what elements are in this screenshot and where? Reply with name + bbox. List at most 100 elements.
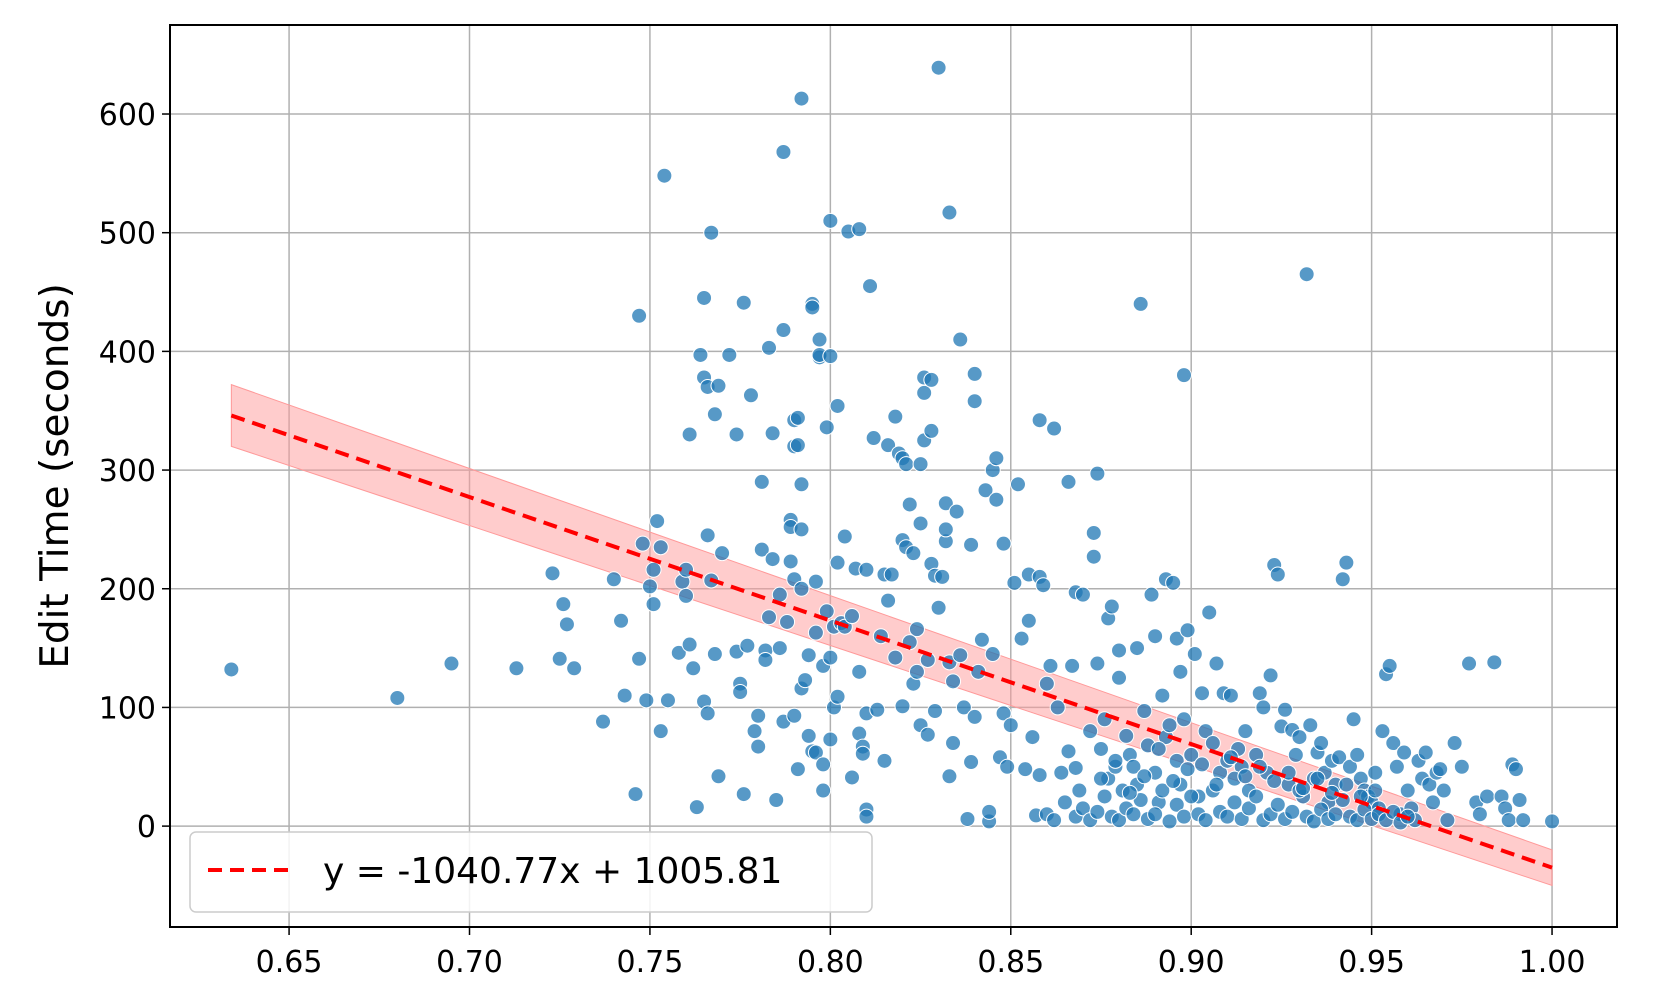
data-point — [912, 456, 929, 473]
data-point — [1309, 770, 1326, 787]
data-point — [681, 426, 698, 443]
data-point — [1165, 773, 1182, 790]
data-point — [641, 578, 658, 595]
data-point — [1172, 663, 1189, 680]
data-point — [764, 551, 781, 568]
data-point — [880, 592, 897, 609]
legend-frame — [189, 831, 873, 913]
data-point — [1219, 808, 1236, 825]
data-point — [1269, 566, 1286, 583]
data-point — [1053, 764, 1070, 781]
data-point — [728, 426, 745, 443]
data-point — [678, 587, 695, 604]
data-point — [1111, 812, 1128, 829]
data-point — [1341, 758, 1358, 775]
data-point — [735, 786, 752, 803]
data-point — [854, 745, 871, 762]
data-point — [1349, 746, 1366, 763]
data-point — [703, 224, 720, 241]
data-point — [1096, 788, 1113, 805]
data-point — [750, 707, 767, 724]
data-point — [1074, 586, 1091, 603]
data-point — [1248, 788, 1265, 805]
data-point — [844, 769, 861, 786]
data-point — [815, 782, 832, 799]
data-point — [807, 744, 824, 761]
data-point — [1046, 812, 1063, 829]
data-point — [1208, 655, 1225, 672]
data-point — [1208, 776, 1225, 793]
data-point — [955, 699, 972, 716]
data-point — [1388, 758, 1405, 775]
data-point — [1500, 812, 1517, 829]
data-point — [1298, 266, 1315, 283]
data-point — [908, 621, 925, 638]
data-point — [789, 437, 806, 454]
data-point — [789, 761, 806, 778]
data-point — [966, 708, 983, 725]
x-tick-label: 0.90 — [1158, 945, 1225, 980]
data-point — [1085, 548, 1102, 565]
data-point — [1251, 685, 1268, 702]
data-point — [916, 384, 933, 401]
data-point — [1147, 806, 1164, 823]
data-point — [1168, 796, 1185, 813]
legend: y = -1040.77x + 1005.81 — [189, 831, 873, 913]
data-point — [984, 646, 1001, 663]
data-point — [1150, 740, 1167, 757]
data-point — [952, 331, 969, 348]
data-point — [800, 727, 817, 744]
y-tick-label: 500 — [99, 217, 156, 252]
data-point — [1056, 794, 1073, 811]
data-point — [1367, 764, 1384, 781]
data-point — [963, 754, 980, 771]
data-point — [844, 608, 861, 625]
data-point — [1291, 729, 1308, 746]
data-point — [815, 756, 832, 773]
data-point — [1161, 717, 1178, 734]
data-point — [851, 221, 868, 238]
data-point — [963, 536, 980, 553]
data-point — [1269, 796, 1286, 813]
data-point — [930, 599, 947, 616]
data-point — [1165, 574, 1182, 591]
data-point — [829, 554, 846, 571]
data-point — [508, 660, 525, 677]
data-point — [696, 289, 713, 306]
data-point — [595, 713, 612, 730]
data-point — [1385, 735, 1402, 752]
data-point — [1118, 727, 1135, 744]
data-point — [631, 650, 648, 667]
data-point — [822, 649, 839, 666]
data-point — [1168, 752, 1185, 769]
data-point — [1507, 761, 1524, 778]
data-point — [649, 513, 666, 530]
data-point — [786, 707, 803, 724]
data-point — [1046, 420, 1063, 437]
data-point — [1121, 784, 1138, 801]
data-point — [1334, 571, 1351, 588]
data-point — [807, 624, 824, 641]
data-point — [1277, 701, 1294, 718]
data-point — [544, 565, 561, 582]
data-point — [793, 476, 810, 493]
y-tick-label: 600 — [99, 98, 156, 133]
data-point — [706, 406, 723, 423]
data-point — [732, 684, 749, 701]
data-point — [1013, 630, 1030, 647]
data-point — [804, 299, 821, 316]
data-point — [1240, 800, 1257, 817]
data-point — [934, 568, 951, 585]
data-point — [613, 612, 630, 629]
data-point — [1092, 740, 1109, 757]
data-point — [822, 212, 839, 229]
data-point — [1396, 744, 1413, 761]
data-point — [775, 322, 792, 339]
data-point — [973, 631, 990, 648]
data-point — [1006, 574, 1023, 591]
data-point — [952, 647, 969, 664]
data-point — [1031, 412, 1048, 429]
data-point — [1421, 776, 1438, 793]
data-point — [735, 294, 752, 311]
